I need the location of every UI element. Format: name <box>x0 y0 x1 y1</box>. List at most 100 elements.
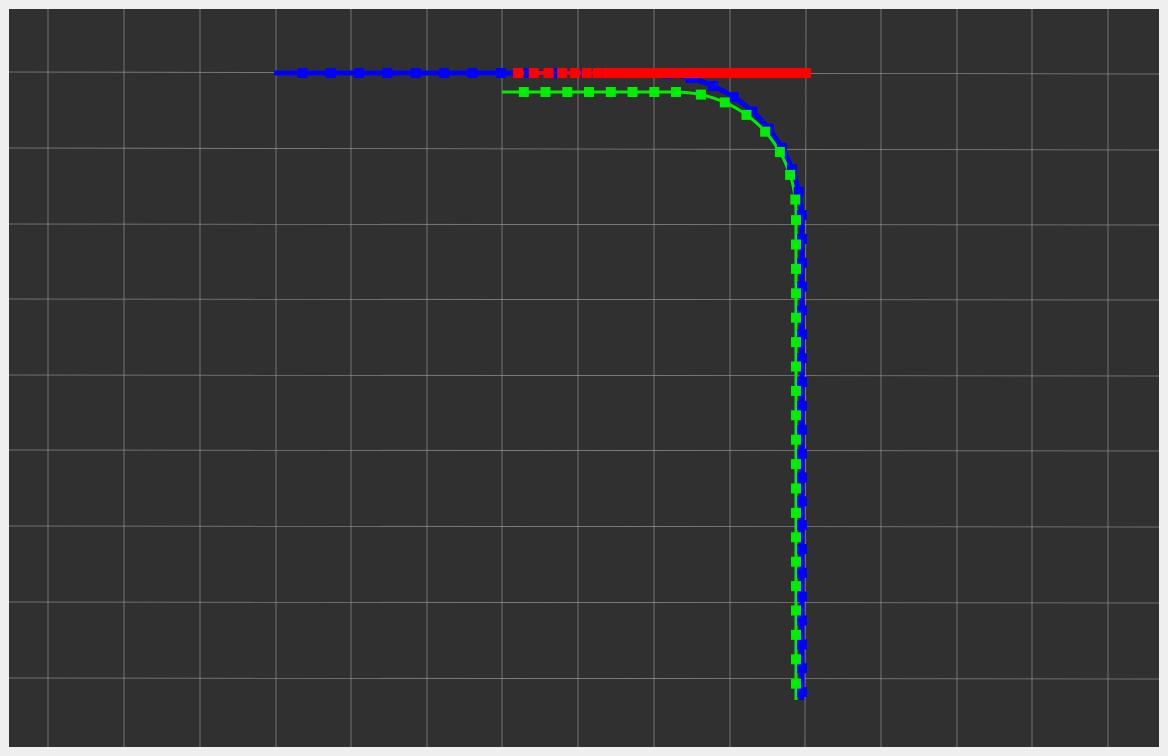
green-path-marker <box>791 581 801 592</box>
red-path-marker <box>528 68 539 78</box>
blue-path-marker <box>797 305 807 316</box>
green-path-marker <box>791 434 801 445</box>
blue-path-marker <box>382 68 393 78</box>
blue-path-marker <box>797 257 807 268</box>
red-path-marker <box>705 68 716 78</box>
green-path-marker <box>562 87 573 97</box>
blue-path-marker <box>797 281 807 292</box>
green-path-marker <box>791 654 801 665</box>
red-path-marker <box>759 68 770 78</box>
red-path-marker <box>747 68 758 78</box>
blue-path-marker <box>797 353 807 364</box>
blue-path-marker <box>793 186 804 197</box>
blue-path-marker <box>728 92 739 103</box>
green-path-marker <box>791 385 801 396</box>
green-path-marker <box>791 239 801 250</box>
floor-grid <box>9 9 1159 747</box>
blue-path-marker <box>797 639 807 650</box>
blue-path-marker <box>685 73 696 84</box>
green-path-marker <box>791 507 801 518</box>
grid-line-horizontal <box>9 677 1159 680</box>
green-path-marker <box>791 215 801 226</box>
blue-path-marker <box>797 448 807 459</box>
green-path-marker <box>791 483 801 494</box>
red-path-marker <box>629 68 640 78</box>
green-path-marker <box>791 312 801 323</box>
blue-path-marker <box>797 329 807 340</box>
red-path-marker <box>753 68 764 78</box>
red-path-marker <box>717 68 728 78</box>
green-path-marker <box>671 87 681 97</box>
red-path-marker <box>663 68 674 78</box>
grid-line-horizontal <box>9 147 1159 151</box>
green-path-marker <box>791 605 801 616</box>
red-path-marker <box>581 68 592 78</box>
red-path-marker <box>735 68 746 78</box>
green-path-marker <box>605 87 616 97</box>
red-path-marker <box>801 68 812 78</box>
red-path-marker <box>693 68 704 78</box>
grid-line-horizontal <box>9 525 1159 528</box>
green-path-marker <box>695 89 706 100</box>
blue-path-marker <box>797 591 807 602</box>
blue-path-marker <box>796 210 807 221</box>
red-path-marker <box>699 68 710 78</box>
red-path-marker <box>765 68 776 78</box>
green-path-marker <box>791 532 801 543</box>
grid-line-horizontal <box>9 601 1159 604</box>
blue-path-marker <box>797 377 807 387</box>
blue-path-marker <box>797 687 807 697</box>
green-path-marker <box>791 288 801 299</box>
green-path-marker <box>627 87 638 97</box>
red-path-marker <box>795 68 806 78</box>
3d-viewport[interactable] <box>9 9 1159 747</box>
blue-path-marker <box>797 496 807 507</box>
blue-path-marker <box>797 233 807 244</box>
red-path-marker <box>771 68 782 78</box>
grid-line-horizontal <box>9 449 1159 452</box>
path-trails <box>274 70 808 700</box>
path-markers <box>297 68 812 697</box>
red-path-marker <box>729 68 740 78</box>
red-path-marker <box>789 68 800 78</box>
red-path-marker <box>557 68 568 78</box>
green-path-marker <box>791 459 801 470</box>
red-path-marker <box>612 68 623 78</box>
blue-path-marker <box>325 68 336 78</box>
green-path-marker <box>791 678 801 689</box>
red-path-marker <box>603 68 613 78</box>
green-path-marker <box>790 194 801 205</box>
red-path-marker <box>687 68 698 78</box>
red-path-marker <box>657 68 668 78</box>
red-path-marker <box>777 68 788 78</box>
blue-path-marker <box>354 68 365 78</box>
blue-path-marker <box>797 663 807 674</box>
red-path-marker <box>543 68 554 78</box>
red-path-marker <box>621 68 632 78</box>
red-path-marker <box>650 68 661 78</box>
blue-path-marker <box>797 400 807 411</box>
green-path-marker <box>719 97 730 108</box>
blue-path-marker <box>708 81 718 91</box>
green-path-line <box>502 90 798 700</box>
red-path-marker <box>592 68 603 78</box>
scene-canvas[interactable] <box>9 9 1159 747</box>
blue-path-line <box>274 70 805 700</box>
green-path-marker <box>791 337 801 348</box>
green-path-marker <box>791 410 801 421</box>
red-path-marker <box>675 68 686 78</box>
blue-path-marker <box>797 520 807 531</box>
red-path-marker <box>669 68 680 78</box>
blue-path-marker <box>797 615 807 626</box>
green-path-marker <box>584 87 594 97</box>
green-path-marker <box>741 109 752 120</box>
green-path-marker <box>791 556 801 567</box>
green-path-marker <box>791 263 801 274</box>
red-path-marker <box>741 68 752 78</box>
red-path-marker <box>569 68 580 78</box>
red-path-marker <box>681 68 692 78</box>
red-path-marker <box>783 68 794 78</box>
blue-path-marker <box>467 68 478 78</box>
red-path-marker <box>723 68 734 78</box>
